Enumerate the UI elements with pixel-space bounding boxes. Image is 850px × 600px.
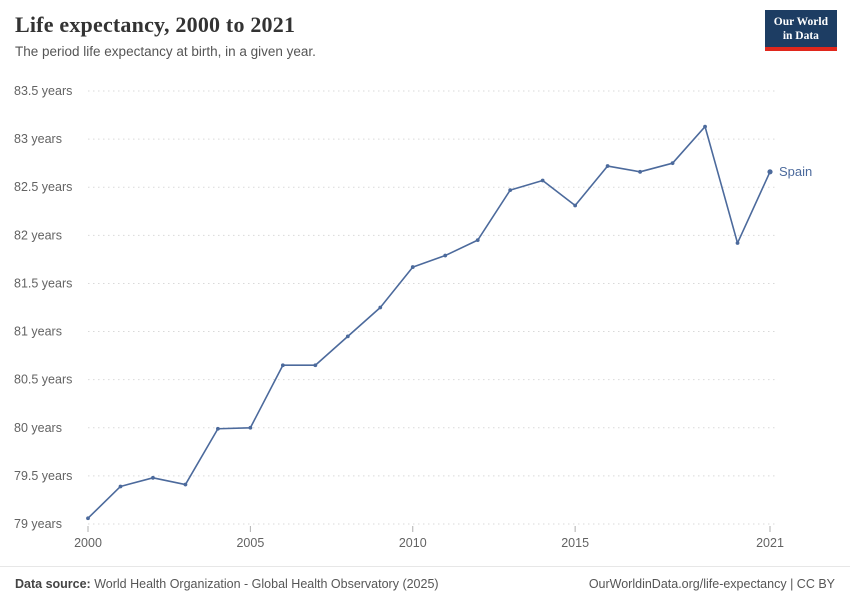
data-source-text: World Health Organization - Global Healt… xyxy=(90,576,439,591)
data-point xyxy=(183,482,188,487)
owid-logo[interactable]: Our World in Data xyxy=(764,10,837,51)
footer-right: OurWorldinData.org/life-expectancy | CC … xyxy=(589,577,835,591)
line-chart: 79 years 79.5 years 80 years 80.5 years 81 y… xyxy=(14,84,812,550)
y-tick-label: 79 years xyxy=(14,517,62,531)
data-point xyxy=(443,253,448,258)
owid-logo-line2: in Data xyxy=(782,30,819,42)
y-tick-label: 81.5 years xyxy=(14,276,72,290)
data-point xyxy=(475,238,480,243)
data-point xyxy=(216,426,220,431)
data-source: Data source: World Health Organization -… xyxy=(15,577,439,591)
data-point xyxy=(573,203,578,208)
chart-area: 79 years 79.5 years 80 years 80.5 years 81 y… xyxy=(0,78,850,563)
y-tick-label: 83.5 years xyxy=(14,84,72,98)
y-tick-label: 83 years xyxy=(14,132,62,146)
owid-logo-line1: Our World xyxy=(773,16,828,28)
data-source-label: Data source: xyxy=(15,576,91,591)
footer-url-link[interactable]: OurWorldinData.org/life-expectancy xyxy=(588,576,787,591)
x-tick-label: 2021 xyxy=(756,536,784,550)
data-point xyxy=(313,363,318,368)
x-tick-label: 2005 xyxy=(236,536,264,550)
chart-title: Life expectancy, 2000 to 2021 xyxy=(15,12,296,37)
data-point xyxy=(735,241,740,245)
data-point xyxy=(767,169,773,175)
data-point xyxy=(86,516,90,521)
data-point xyxy=(605,164,610,168)
data-point xyxy=(703,124,707,129)
data-point xyxy=(345,334,350,339)
chart-subtitle: The period life expectancy at birth, in … xyxy=(15,44,316,59)
data-point xyxy=(508,188,513,193)
y-tick-label: 81 years xyxy=(14,325,62,339)
y-tick-label: 79.5 years xyxy=(14,469,72,483)
data-point xyxy=(151,475,155,480)
data-point xyxy=(540,178,545,183)
data-point xyxy=(118,484,123,489)
y-tick-label: 80.5 years xyxy=(14,373,72,387)
chart-header: Life expectancy, 2000 to 2021 The period… xyxy=(15,12,750,59)
data-point xyxy=(378,305,383,310)
y-tick-label: 82 years xyxy=(14,228,62,242)
x-tick-label: 2010 xyxy=(399,536,427,550)
data-point xyxy=(410,265,415,269)
data-point xyxy=(670,161,675,166)
data-point xyxy=(248,425,253,430)
data-point xyxy=(638,169,642,174)
y-tick-label: 82.5 years xyxy=(14,180,72,194)
x-tick-label: 2015 xyxy=(561,536,589,550)
series-label: Spain xyxy=(779,164,812,179)
chart-footer: Data source: World Health Organization -… xyxy=(0,566,850,600)
footer-license: | CC BY xyxy=(786,576,835,591)
y-tick-label: 80 years xyxy=(14,421,62,435)
data-point xyxy=(280,363,285,368)
series-line xyxy=(87,125,771,520)
x-tick-label: 2000 xyxy=(74,536,102,550)
